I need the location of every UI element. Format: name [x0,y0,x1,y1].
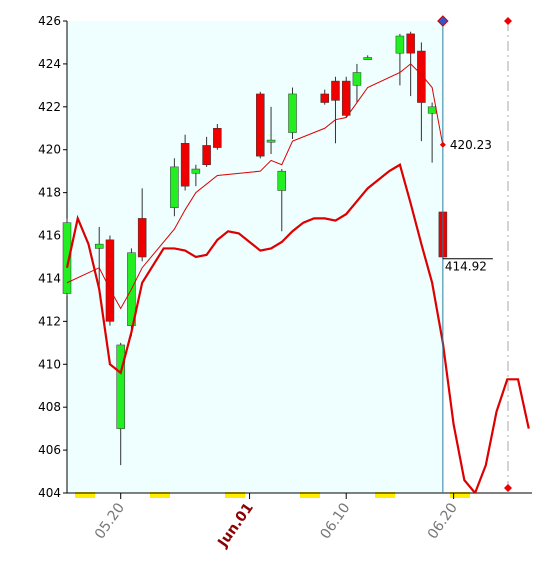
x-tick-label: 06.10 [317,500,353,542]
y-tick-label: 408 [38,400,61,414]
candle-body [320,93,329,103]
line-series [66,63,444,310]
candle-body [137,218,147,258]
candle-body [94,243,104,249]
candle-body [62,222,72,294]
candle-body [395,35,405,54]
marker [504,484,512,492]
line-series [65,163,530,493]
cursor-marker [437,15,449,27]
candle-body [427,106,437,114]
annotation-marker [439,141,446,148]
marker [504,17,512,25]
y-tick-label: 410 [38,357,61,371]
candle-body [180,143,190,187]
y-tick-label: 414 [38,271,61,285]
candle-body [288,93,297,133]
candle-body [331,80,340,101]
candle-body [266,139,276,143]
candle-body [213,128,222,148]
y-tick-label: 424 [38,57,61,71]
candle-body [256,93,265,157]
y-tick-label: 422 [38,100,61,114]
candle-body [191,168,201,174]
candle-body [341,80,351,116]
y-tick-label: 426 [38,14,61,28]
y-tick-label: 418 [38,186,61,200]
candle-body [202,145,211,165]
x-tick-label: 05.20 [92,500,128,542]
y-tick-label: 404 [38,486,61,500]
candle-body [116,344,125,429]
annotation: 420.23 [450,138,492,152]
candle-body [105,239,115,322]
y-tick-label: 420 [38,143,61,157]
candle-body [352,72,362,86]
candle-body [277,170,287,191]
candle-body [170,166,179,208]
week-markers [75,492,470,498]
candle-body [363,57,372,60]
y-tick-label: 406 [38,443,61,457]
candle-body [417,50,426,103]
candle-body [406,33,415,54]
y-tick-label: 412 [38,314,61,328]
plot [62,31,530,493]
y-tick-label: 416 [38,229,61,243]
annotation: 414.92 [445,260,487,274]
x-tick-label: 06.20 [425,500,461,542]
x-tick-label: Jun.01 [215,500,257,551]
